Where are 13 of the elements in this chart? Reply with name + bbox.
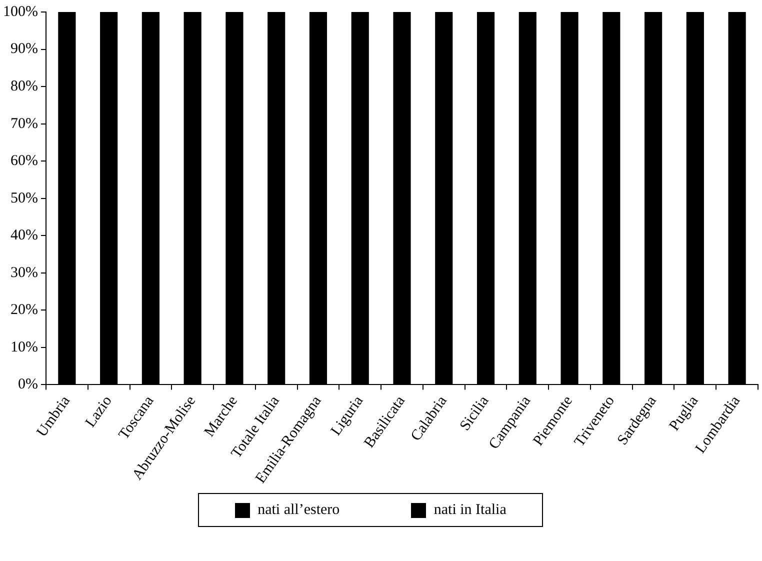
y-tick-label: 50% (10, 190, 38, 206)
y-tick-label: 30% (10, 264, 38, 281)
y-tick-label: 0% (18, 376, 38, 393)
y-tick-label: 80% (10, 78, 38, 94)
y-tick-label: 10% (10, 339, 38, 356)
legend-label: nati all’estero (258, 502, 340, 518)
y-tick-label: 60% (10, 153, 38, 170)
y-tick-label: 100% (2, 4, 38, 20)
legend-label: nati in Italia (434, 502, 506, 518)
y-tick-label: 70% (10, 116, 38, 132)
y-tick-label: 40% (10, 228, 38, 244)
y-tick-label: 20% (10, 302, 38, 318)
y-tick-label: 90% (10, 41, 38, 58)
